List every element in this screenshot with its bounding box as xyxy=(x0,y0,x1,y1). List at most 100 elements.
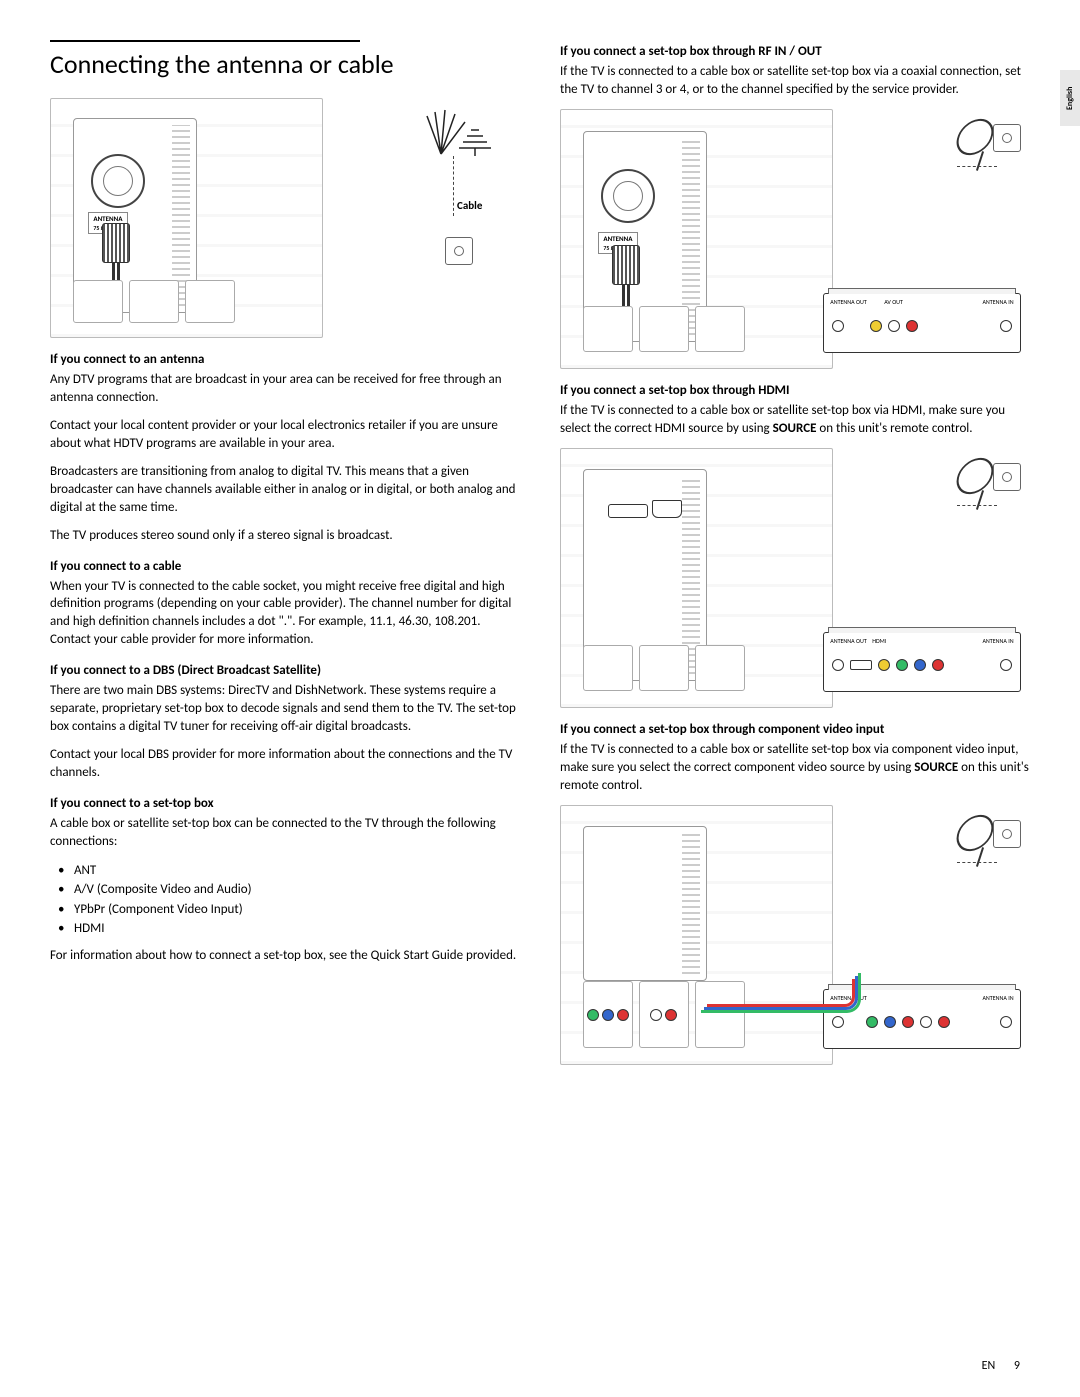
para: Contact your local content provider or y… xyxy=(50,417,520,453)
tv-port-block xyxy=(583,826,707,981)
subhead-hdmi: If you connect a set-top box through HDM… xyxy=(560,383,1030,398)
antenna-dashed-wire xyxy=(453,156,454,216)
para: If the TV is connected to a cable box or… xyxy=(560,402,1030,438)
set-top-box: ANTENNA OUT AV OUT ANTENNA IN xyxy=(823,293,1020,353)
para: A cable box or satellite set-top box can… xyxy=(50,815,520,851)
footer-page-number: 9 xyxy=(1014,1359,1020,1373)
cable-wall-outlet xyxy=(445,237,473,265)
para: Contact your local DBS provider for more… xyxy=(50,746,520,782)
stb-jack-row xyxy=(832,312,1011,340)
lower-port-row xyxy=(583,645,745,691)
diagram-hdmi: ANTENNA OUT HDMI ANTENNA IN xyxy=(560,448,1030,708)
stb-label-antin: ANTENNA IN xyxy=(982,637,1013,645)
page-footer: EN 9 xyxy=(982,1359,1020,1373)
jack-pb xyxy=(602,1009,614,1021)
list-item: HDMI xyxy=(50,919,520,939)
subhead-stb: If you connect to a set-top box xyxy=(50,796,520,811)
cable-wall-outlet xyxy=(993,463,1021,491)
list-item: YPbPr (Component Video Input) xyxy=(50,900,520,920)
label-text: ANTENNA xyxy=(93,214,122,223)
diagram-rf: ANTENNA 75 Ω ANTENNA OUT AV OUT ANTENNA … xyxy=(560,109,1030,369)
stb-label-antout: ANTENNA OUT xyxy=(830,298,867,306)
jack-coax-in xyxy=(1000,320,1012,332)
jack-pb xyxy=(914,659,926,671)
tv-back-panel xyxy=(560,805,833,1065)
coax-plug xyxy=(602,245,650,315)
jack-audio-l xyxy=(920,1016,932,1028)
jack-audio-l xyxy=(888,320,900,332)
stb-label-avout: AV OUT xyxy=(884,298,903,306)
diagram-component: ANTENNA OUT ANTENNA IN xyxy=(560,805,1030,1065)
page-title: Connecting the antenna or cable xyxy=(50,48,520,80)
jack-y xyxy=(896,659,908,671)
cable-text-label: Cable xyxy=(457,199,482,212)
jack-video xyxy=(870,320,882,332)
jack-hdmi xyxy=(850,660,872,670)
jack-coax-out xyxy=(832,320,844,332)
tv-back-panel: ANTENNA 75 Ω xyxy=(560,109,833,369)
para: If the TV is connected to a cable box or… xyxy=(560,63,1030,99)
antenna-jack xyxy=(91,154,145,208)
set-top-box: ANTENNA OUT HDMI ANTENNA IN xyxy=(823,632,1020,692)
stb-jack-row xyxy=(832,651,1011,679)
subhead-cable: If you connect to a cable xyxy=(50,559,520,574)
jack-coax-out xyxy=(832,659,844,671)
jack-audio-r xyxy=(665,1009,677,1021)
para: When your TV is connected to the cable s… xyxy=(50,578,520,650)
stb-label-antin: ANTENNA IN xyxy=(982,994,1013,1002)
tv-back-panel xyxy=(560,448,833,708)
list-item: ANT xyxy=(50,861,520,881)
jack-coax-in xyxy=(1000,1016,1012,1028)
keyword-source: SOURCE xyxy=(914,760,958,775)
para: The TV produces stereo sound only if a s… xyxy=(50,527,520,545)
jack-coax-out xyxy=(832,1016,844,1028)
jack-video xyxy=(878,659,890,671)
label-text: ANTENNA xyxy=(603,234,632,243)
title-rule xyxy=(50,40,360,42)
component-cable-bundle xyxy=(701,973,861,1013)
rabbit-ears-antenna-icon xyxy=(421,108,501,156)
subhead-antenna: If you connect to an antenna xyxy=(50,352,520,367)
dashed-wire xyxy=(957,862,997,863)
para: Broadcasters are transitioning from anal… xyxy=(50,463,520,517)
hdmi-plug xyxy=(652,500,682,518)
jack-y xyxy=(866,1016,878,1028)
jack-coax-in xyxy=(1000,659,1012,671)
left-column: Connecting the antenna or cable ANTENNA … xyxy=(50,40,520,1079)
dashed-wire xyxy=(957,505,997,506)
jack-audio-r xyxy=(906,320,918,332)
stb-label-hdmi: HDMI xyxy=(872,637,886,645)
right-column: If you connect a set-top box through RF … xyxy=(560,40,1030,1079)
jack-pr xyxy=(617,1009,629,1021)
para: Any DTV programs that are broadcast in y… xyxy=(50,371,520,407)
cable-wall-outlet xyxy=(993,820,1021,848)
stb-label-antin: ANTENNA IN xyxy=(982,298,1013,306)
diagram-antenna-cable: ANTENNA 75 Ω Cable xyxy=(50,98,520,338)
jack-audio-r xyxy=(938,1016,950,1028)
para: For information about how to connect a s… xyxy=(50,947,520,965)
lower-port-row xyxy=(583,306,745,352)
footer-lang: EN xyxy=(982,1359,996,1373)
jack-y xyxy=(587,1009,599,1021)
text: on this unit's remote control. xyxy=(816,421,972,436)
para: If the TV is connected to a cable box or… xyxy=(560,741,1030,795)
jack-pr xyxy=(932,659,944,671)
subhead-rf: If you connect a set-top box through RF … xyxy=(560,44,1030,59)
lower-port-row xyxy=(73,280,235,323)
jack-pb xyxy=(884,1016,896,1028)
subhead-component: If you connect a set-top box through com… xyxy=(560,722,1030,737)
language-tab: English xyxy=(1060,70,1080,126)
keyword-source: SOURCE xyxy=(773,421,817,436)
page-columns: Connecting the antenna or cable ANTENNA … xyxy=(50,40,1030,1079)
subhead-dbs: If you connect to a DBS (Direct Broadcas… xyxy=(50,663,520,678)
para: There are two main DBS systems: DirecTV … xyxy=(50,682,520,736)
cable-wall-outlet xyxy=(993,124,1021,152)
antenna-jack xyxy=(601,169,655,223)
connection-list: ANT A/V (Composite Video and Audio) YPbP… xyxy=(50,861,520,939)
stb-label-antout: ANTENNA OUT xyxy=(830,637,867,645)
tv-back-panel: ANTENNA 75 Ω xyxy=(50,98,323,338)
dashed-wire xyxy=(957,166,997,167)
hdmi-port xyxy=(608,504,648,518)
list-item: A/V (Composite Video and Audio) xyxy=(50,880,520,900)
jack-audio-l xyxy=(650,1009,662,1021)
